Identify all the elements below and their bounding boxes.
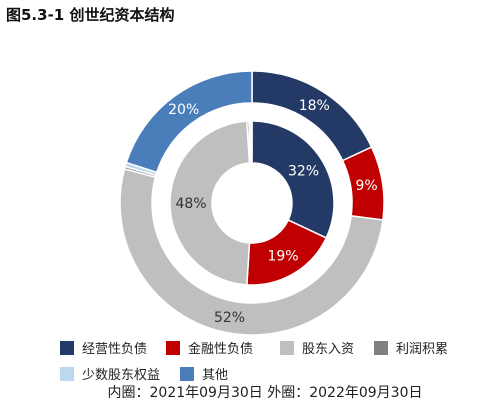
- outer-ring-data-label-0: 18%: [299, 98, 330, 114]
- inner-ring-slice-0: [251, 120, 335, 239]
- legend-swatch-retained-earnings: [374, 340, 388, 355]
- legend-swatch-operating-liabilities: [60, 340, 74, 355]
- legend-swatch-other: [180, 366, 194, 381]
- chart-title: 图5.3-1 创世纪资本结构: [6, 6, 175, 24]
- inner-ring-slice-5: [250, 120, 253, 164]
- legend-item-financial-liabilities: 金融性负债: [166, 338, 253, 357]
- legend-item-minority-interest: 少数股东权益: [60, 364, 160, 383]
- legend-item-other: 其他: [180, 364, 228, 383]
- outer-ring-data-label-1: 9%: [356, 178, 378, 194]
- legend-swatch-minority-interest: [60, 366, 74, 381]
- inner-ring-slice-2: [169, 120, 251, 286]
- outer-ring-slice-5: [125, 70, 253, 174]
- inner-ring-data-label-0: 32%: [288, 163, 319, 179]
- outer-ring-slice-2: [119, 167, 384, 336]
- legend-item-shareholder-capital: 股东入资: [280, 338, 354, 357]
- outer-ring-data-label-2: 52%: [214, 310, 245, 326]
- legend-label: 经营性负债: [82, 342, 148, 357]
- donut-chart: 18% 9% 52% 20% 32% 19% 48%: [119, 70, 385, 336]
- legend-label: 股东入资: [302, 342, 355, 357]
- legend-label: 金融性负债: [188, 342, 254, 357]
- legend-label: 利润积累: [396, 342, 449, 357]
- inner-ring-data-label-2: 48%: [175, 196, 206, 212]
- legend-swatch-financial-liabilities: [166, 340, 180, 355]
- inner-ring-data-label-1: 19%: [267, 249, 298, 265]
- legend-item-operating-liabilities: 经营性负债: [60, 338, 147, 357]
- legend-label: 少数股东权益: [82, 368, 161, 383]
- legend-label: 其他: [202, 368, 229, 383]
- legend-item-retained-earnings: 利润积累: [374, 338, 448, 357]
- chart-caption: 内圈：2021年09月30日 外圈：2022年09月30日: [107, 385, 423, 401]
- legend-swatch-shareholder-capital: [280, 340, 294, 355]
- outer-ring-data-label-5: 20%: [168, 102, 199, 118]
